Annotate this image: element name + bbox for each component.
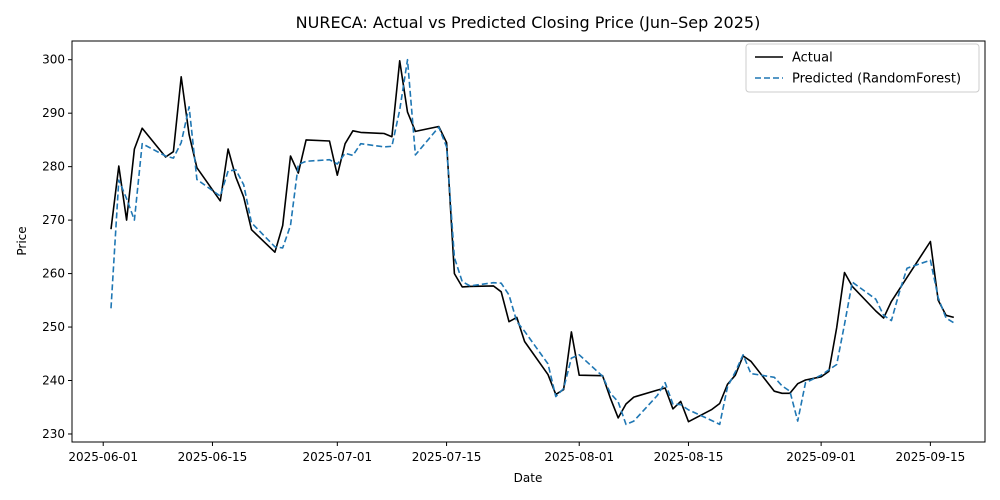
y-tick-label: 240	[42, 374, 65, 388]
x-axis: 2025-06-01 2025-06-15 2025-07-01 2025-07-15…	[68, 442, 965, 464]
y-tick-label: 270	[42, 213, 65, 227]
x-tick-label: 2025-06-15	[178, 450, 248, 464]
legend-predicted-label: Predicted (RandomForest)	[792, 72, 961, 87]
y-tick-label: 300	[42, 53, 65, 67]
y-tick-label: 260	[42, 267, 65, 281]
y-tick-label: 230	[42, 427, 65, 441]
x-tick-label: 2025-08-15	[654, 450, 724, 464]
y-tick-label: 290	[42, 106, 65, 120]
y-tick-label: 280	[42, 160, 65, 174]
plot-frame	[71, 40, 986, 443]
x-tick-label: 2025-06-01	[68, 450, 138, 464]
x-tick-label: 2025-07-15	[412, 450, 482, 464]
y-axis-label: Price	[15, 226, 29, 255]
x-tick-label: 2025-08-01	[544, 450, 614, 464]
y-axis: 230 240 250 260 270 280 290 300	[42, 53, 72, 441]
legend-actual-label: Actual	[792, 51, 833, 66]
actual-price-line	[110, 59, 955, 423]
y-tick-label: 250	[42, 320, 65, 334]
chart-title: NURECA: Actual vs Predicted Closing Pric…	[296, 13, 761, 32]
x-tick-label: 2025-09-01	[786, 450, 856, 464]
legend-box	[745, 43, 980, 93]
x-tick-label: 2025-09-15	[896, 450, 966, 464]
plot-area	[110, 58, 955, 426]
x-axis-label: Date	[514, 471, 543, 485]
x-tick-label: 2025-07-01	[302, 450, 372, 464]
predicted-price-line	[110, 58, 955, 426]
legend: Actual Predicted (RandomForest)	[745, 43, 980, 93]
